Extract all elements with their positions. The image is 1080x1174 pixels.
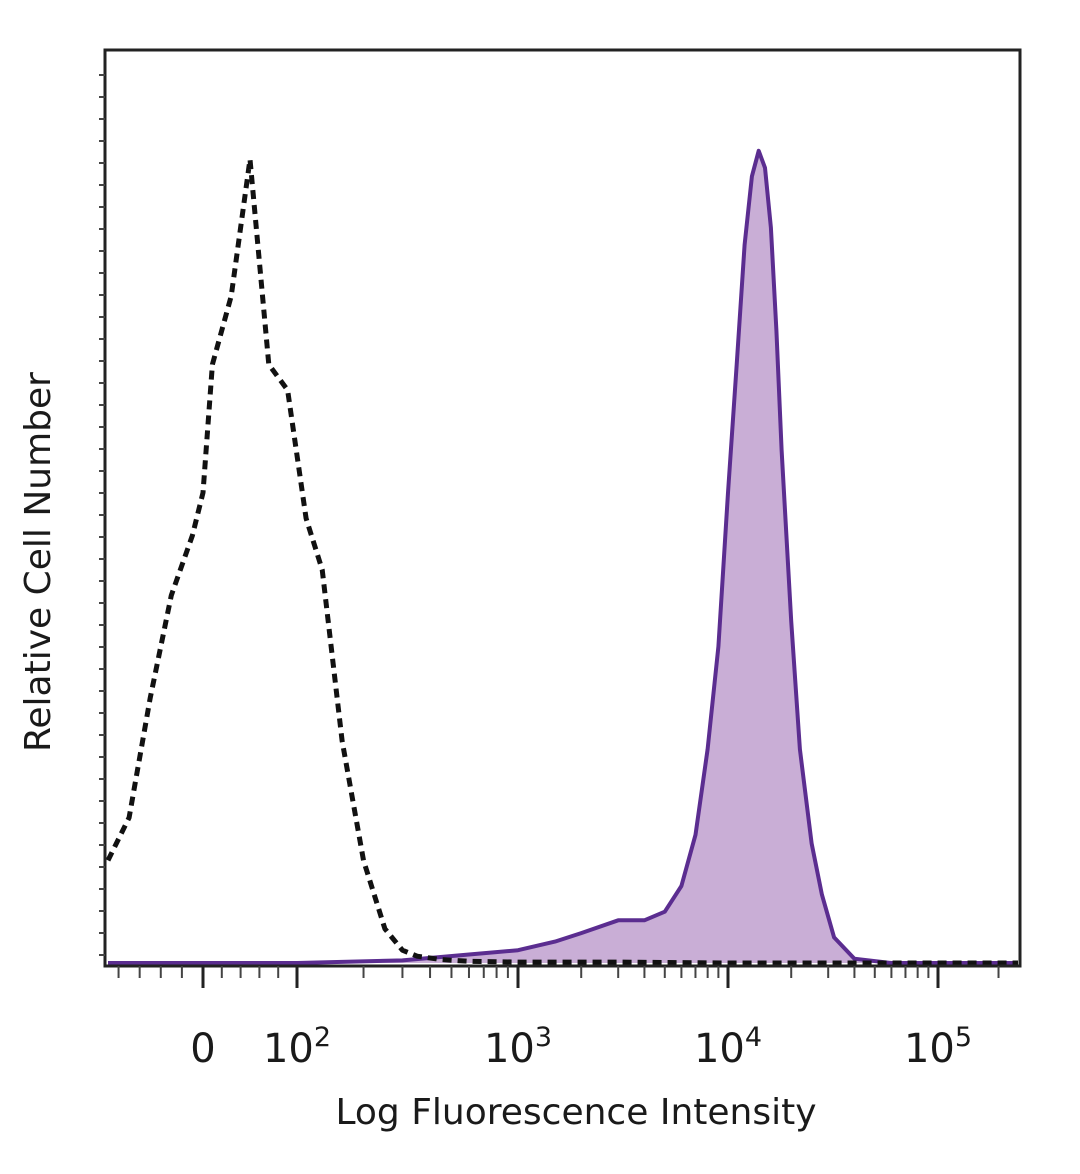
x-tick-label: 105 [904, 1022, 972, 1072]
series-layer [105, 148, 1018, 966]
x-tick-label: 103 [484, 1022, 552, 1072]
x-axis-ticks: 0 102 103 104 105 [117, 966, 1000, 1072]
x-tick-label: 102 [263, 1022, 331, 1072]
y-axis-minor-ticks [99, 74, 105, 956]
x-axis-title: Log Fluorescence Intensity [335, 1092, 816, 1133]
series-0-line [105, 156, 1018, 966]
series-1-line [108, 148, 1018, 965]
plot-frame [103, 48, 1022, 968]
x-tick-label: 0 [190, 1026, 215, 1072]
x-tick-label: 104 [694, 1022, 762, 1072]
series-1-fill [108, 150, 1018, 964]
y-axis-title: Relative Cell Number [18, 372, 59, 752]
